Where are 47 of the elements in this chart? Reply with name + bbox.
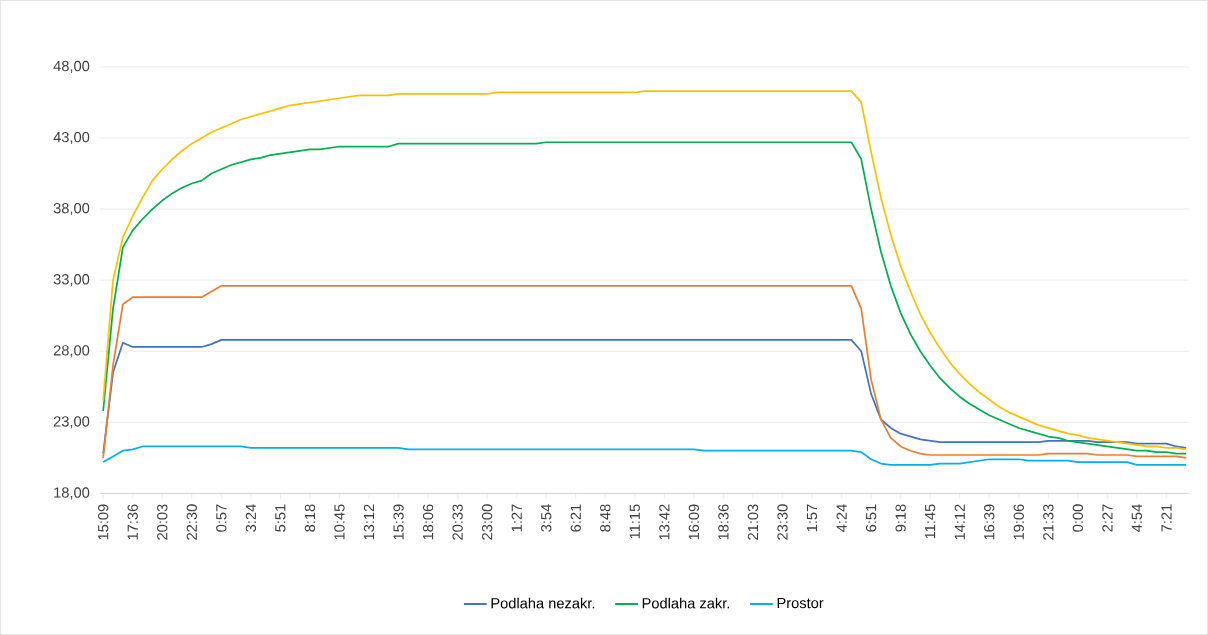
x-tick-label: 11:15 — [629, 504, 640, 539]
x-tick-label: 6:51 — [865, 504, 877, 532]
legend-label: Prostor — [777, 598, 824, 609]
x-tick-label: 22:30 — [186, 504, 197, 540]
y-tick-label: 43,00 — [53, 131, 90, 145]
x-tick-label: 2:27 — [1102, 504, 1113, 532]
x-tick-label: 21:03 — [747, 504, 759, 540]
x-tick-label: 10:45 — [334, 504, 345, 540]
x-tick-label: 21:33 — [1043, 504, 1054, 540]
y-tick-label: 38,00 — [53, 203, 90, 216]
x-tick-label: 18:06 — [422, 504, 434, 540]
x-tick-label: 0:57 — [216, 504, 227, 532]
x-tick-label: 16:09 — [688, 504, 700, 540]
y-tick-label: 18,00 — [54, 487, 90, 500]
x-tick-label: 0:00 — [1072, 504, 1084, 532]
y-tick-label: 33,00 — [53, 274, 90, 287]
x-tick-label: 7:21 — [1161, 504, 1172, 532]
x-tick-label: 15:39 — [393, 504, 404, 540]
x-tick-label: 6:21 — [570, 504, 581, 532]
x-tick-label: 8:48 — [600, 504, 611, 532]
x-tick-label: 18:36 — [718, 504, 729, 540]
x-tick-label: 8:18 — [304, 504, 316, 532]
x-tick-label: 14:12 — [954, 504, 965, 540]
x-tick-label: 13:12 — [363, 504, 375, 540]
y-tick-label: 23,00 — [53, 416, 90, 429]
legend-label: Podlaha nezakr. — [491, 597, 595, 609]
x-tick-label: 4:24 — [836, 504, 847, 533]
x-tick-label: 19:06 — [1013, 504, 1024, 540]
legend-label: Podlaha zakr. — [642, 597, 730, 609]
y-tick-label: 28,00 — [53, 345, 90, 358]
x-tick-label: 3:54 — [541, 504, 552, 532]
x-tick-label: 4:54 — [1131, 504, 1143, 533]
x-tick-label: 11:45 — [925, 504, 936, 539]
x-tick-label: 20:33 — [452, 504, 463, 540]
x-tick-label: 5:51 — [275, 504, 286, 532]
x-tick-label: 13:42 — [659, 504, 670, 540]
x-tick-label: 23:00 — [481, 504, 493, 540]
x-tick-label: 1:57 — [806, 504, 818, 532]
x-tick-label: 20:03 — [157, 504, 168, 540]
x-tick-label: 23:30 — [777, 504, 788, 540]
x-tick-label: 15:09 — [98, 504, 109, 540]
y-tick-label: 48,00 — [53, 60, 90, 73]
x-tick-label: 17:36 — [127, 504, 138, 540]
x-tick-label: 1:27 — [511, 504, 522, 532]
x-tick-label: 9:18 — [895, 504, 906, 532]
x-tick-label: 16:39 — [984, 504, 995, 540]
x-tick-label: 3:24 — [245, 504, 257, 532]
